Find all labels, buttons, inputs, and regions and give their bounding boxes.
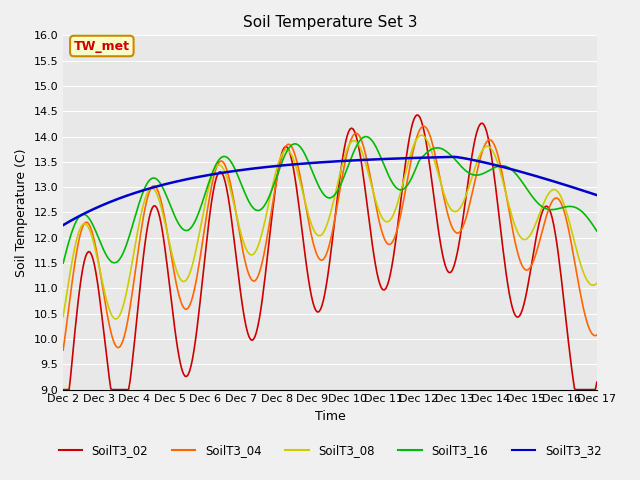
Legend: SoilT3_02, SoilT3_04, SoilT3_08, SoilT3_16, SoilT3_32: SoilT3_02, SoilT3_04, SoilT3_08, SoilT3_… [54, 439, 606, 462]
Line: SoilT3_04: SoilT3_04 [63, 126, 597, 350]
SoilT3_32 [245, 166, 253, 172]
SoilT3_02 [60, 387, 67, 393]
SoilT3_16 [60, 260, 67, 266]
SoilT3_32 [125, 192, 132, 198]
SoilT3_02 [245, 334, 253, 339]
SoilT3_02 [564, 340, 572, 346]
SoilT3_16 [363, 134, 371, 140]
SoilT3_08 [246, 252, 254, 258]
SoilT3_02 [593, 379, 601, 385]
SoilT3_04 [593, 332, 601, 338]
SoilT3_04 [292, 157, 300, 163]
Line: SoilT3_16: SoilT3_16 [63, 137, 597, 263]
X-axis label: Time: Time [315, 410, 346, 423]
SoilT3_16 [292, 141, 300, 147]
SoilT3_08 [220, 167, 228, 172]
SoilT3_04 [245, 272, 253, 278]
SoilT3_16 [245, 199, 253, 204]
SoilT3_08 [417, 132, 425, 138]
SoilT3_04 [60, 347, 67, 353]
SoilT3_08 [294, 171, 302, 177]
SoilT3_32 [60, 222, 67, 228]
Line: SoilT3_02: SoilT3_02 [63, 115, 597, 390]
SoilT3_08 [60, 313, 67, 319]
SoilT3_08 [237, 233, 245, 239]
SoilT3_32 [564, 183, 572, 189]
SoilT3_16 [564, 204, 572, 209]
SoilT3_08 [593, 280, 601, 286]
SoilT3_02 [292, 185, 300, 191]
SoilT3_08 [111, 316, 119, 322]
Line: SoilT3_32: SoilT3_32 [63, 157, 597, 225]
SoilT3_04 [419, 123, 427, 129]
Line: SoilT3_08: SoilT3_08 [63, 135, 597, 319]
SoilT3_02 [218, 170, 226, 176]
SoilT3_16 [218, 154, 226, 160]
SoilT3_04 [218, 158, 226, 164]
Text: TW_met: TW_met [74, 39, 130, 52]
SoilT3_02 [236, 286, 244, 291]
SoilT3_04 [125, 313, 132, 319]
SoilT3_16 [125, 236, 132, 241]
SoilT3_04 [236, 233, 244, 239]
SoilT3_08 [126, 271, 134, 277]
SoilT3_16 [236, 178, 244, 184]
Y-axis label: Soil Temperature (C): Soil Temperature (C) [15, 148, 28, 276]
SoilT3_32 [218, 170, 226, 176]
SoilT3_08 [566, 222, 574, 228]
SoilT3_32 [593, 192, 601, 198]
SoilT3_02 [125, 387, 132, 393]
SoilT3_04 [564, 227, 572, 232]
SoilT3_32 [292, 161, 300, 167]
SoilT3_32 [236, 168, 244, 173]
Title: Soil Temperature Set 3: Soil Temperature Set 3 [243, 15, 417, 30]
SoilT3_16 [593, 228, 601, 234]
SoilT3_32 [451, 154, 458, 160]
SoilT3_02 [413, 112, 421, 118]
